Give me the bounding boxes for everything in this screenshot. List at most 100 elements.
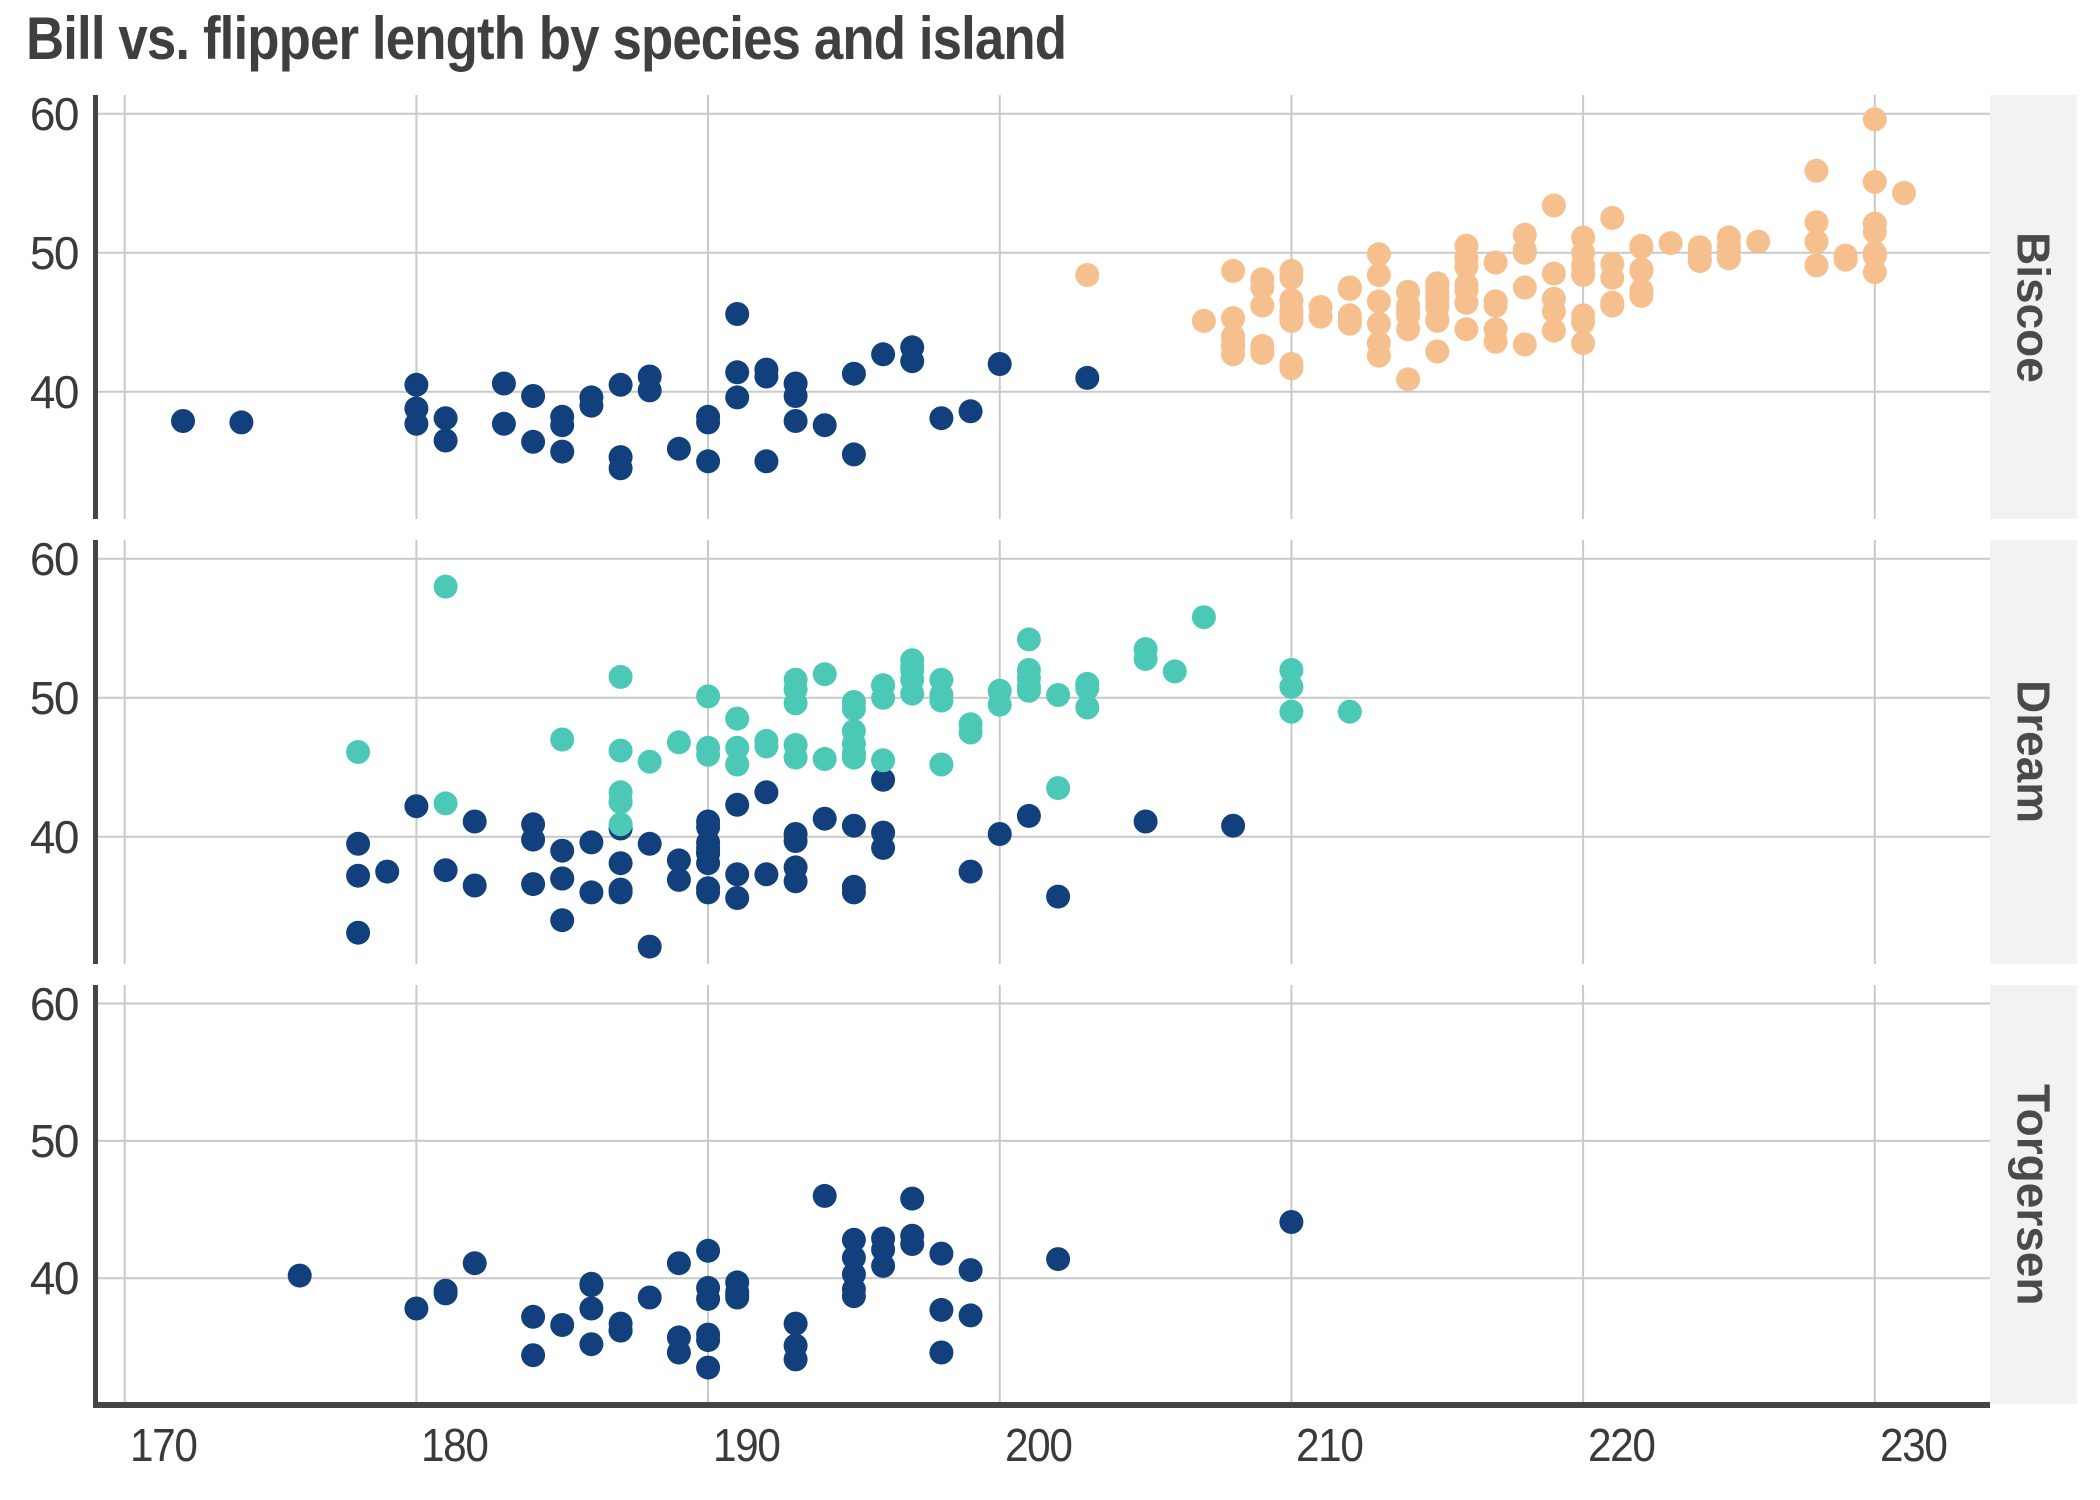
data-point <box>841 880 866 905</box>
data-point <box>754 357 779 382</box>
data-point <box>666 848 691 873</box>
data-point <box>1279 356 1304 381</box>
data-point <box>900 349 925 374</box>
data-point <box>608 372 633 397</box>
data-point <box>404 372 429 397</box>
data-point <box>783 691 808 716</box>
data-point <box>987 692 1012 717</box>
data-point <box>637 1285 662 1310</box>
data-point <box>725 752 750 777</box>
data-point <box>1337 307 1362 332</box>
facet-strip-label: Dream <box>2007 680 2060 824</box>
data-point <box>1862 260 1887 285</box>
data-point <box>579 393 604 418</box>
data-point <box>433 791 458 816</box>
data-point <box>1279 658 1304 682</box>
series-adelie <box>171 302 1100 481</box>
data-point <box>491 411 516 436</box>
data-point <box>1221 258 1246 283</box>
x-tick-label: 220 <box>1588 1419 1656 1471</box>
data-point <box>812 662 837 687</box>
data-point <box>1191 308 1216 333</box>
data-point <box>171 409 195 433</box>
data-point <box>1133 809 1158 834</box>
data-point <box>929 752 954 777</box>
y-tick-label: 40 <box>29 810 80 863</box>
data-point <box>812 806 837 831</box>
data-point <box>608 1318 633 1343</box>
data-point <box>696 1355 721 1380</box>
series-adelie <box>346 767 1246 959</box>
data-point <box>1746 229 1771 254</box>
data-point <box>696 1286 721 1311</box>
data-point <box>1221 333 1246 358</box>
data-point <box>696 835 721 860</box>
data-point <box>1804 229 1829 254</box>
y-axis-line <box>93 985 98 1404</box>
facet-strip-label: Biscoe <box>2007 231 2060 383</box>
data-point <box>929 406 954 431</box>
data-point <box>1279 699 1304 724</box>
scatter-canvas <box>97 95 1990 519</box>
data-point <box>1366 331 1391 356</box>
data-point <box>929 1340 954 1365</box>
data-point <box>1571 261 1596 286</box>
x-tick-label: 200 <box>1004 1419 1073 1471</box>
data-point <box>579 880 604 905</box>
data-point <box>1279 1210 1304 1234</box>
data-point <box>754 780 779 805</box>
y-tick-label: 60 <box>29 977 80 1030</box>
scatter-canvas <box>97 985 1990 1404</box>
data-point <box>987 822 1012 846</box>
data-point <box>1571 225 1596 250</box>
data-point <box>1279 265 1304 290</box>
gridlines <box>97 95 1990 519</box>
data-point <box>579 1332 604 1357</box>
data-point <box>1454 278 1479 303</box>
data-point <box>637 364 662 389</box>
data-point <box>900 1186 925 1211</box>
data-point <box>783 1333 808 1358</box>
data-point <box>871 1226 896 1251</box>
data-point <box>637 831 662 856</box>
data-point <box>666 1325 691 1350</box>
data-point <box>521 1343 546 1368</box>
y-axis-line <box>93 95 98 519</box>
y-tick-label: 50 <box>29 226 80 279</box>
data-point <box>754 449 779 474</box>
data-point <box>696 684 721 709</box>
data-point <box>871 342 896 367</box>
data-point <box>579 830 604 855</box>
data-point <box>608 790 633 814</box>
data-point <box>754 862 779 887</box>
data-point <box>725 706 750 731</box>
data-point <box>550 413 575 438</box>
data-point <box>783 384 808 408</box>
data-point <box>1046 884 1071 909</box>
data-point <box>1600 265 1625 290</box>
data-point <box>1541 318 1566 343</box>
data-point <box>1016 666 1041 691</box>
data-point <box>725 735 750 760</box>
data-point <box>433 574 458 599</box>
data-point <box>608 880 633 905</box>
data-point <box>841 1227 866 1252</box>
data-point <box>1425 339 1450 364</box>
data-point <box>783 745 808 770</box>
data-point <box>1629 235 1654 260</box>
data-point <box>871 820 896 845</box>
data-point <box>550 838 575 863</box>
data-point <box>375 859 400 884</box>
data-point <box>404 1296 429 1321</box>
data-point <box>229 410 254 435</box>
data-point <box>958 399 983 424</box>
data-point <box>929 1297 954 1322</box>
data-point <box>841 813 866 838</box>
data-point <box>1337 699 1362 724</box>
data-point <box>433 428 458 453</box>
data-point <box>812 747 837 771</box>
data-point <box>346 863 371 888</box>
series-chinstrap <box>346 574 1362 837</box>
data-point <box>1541 299 1566 324</box>
